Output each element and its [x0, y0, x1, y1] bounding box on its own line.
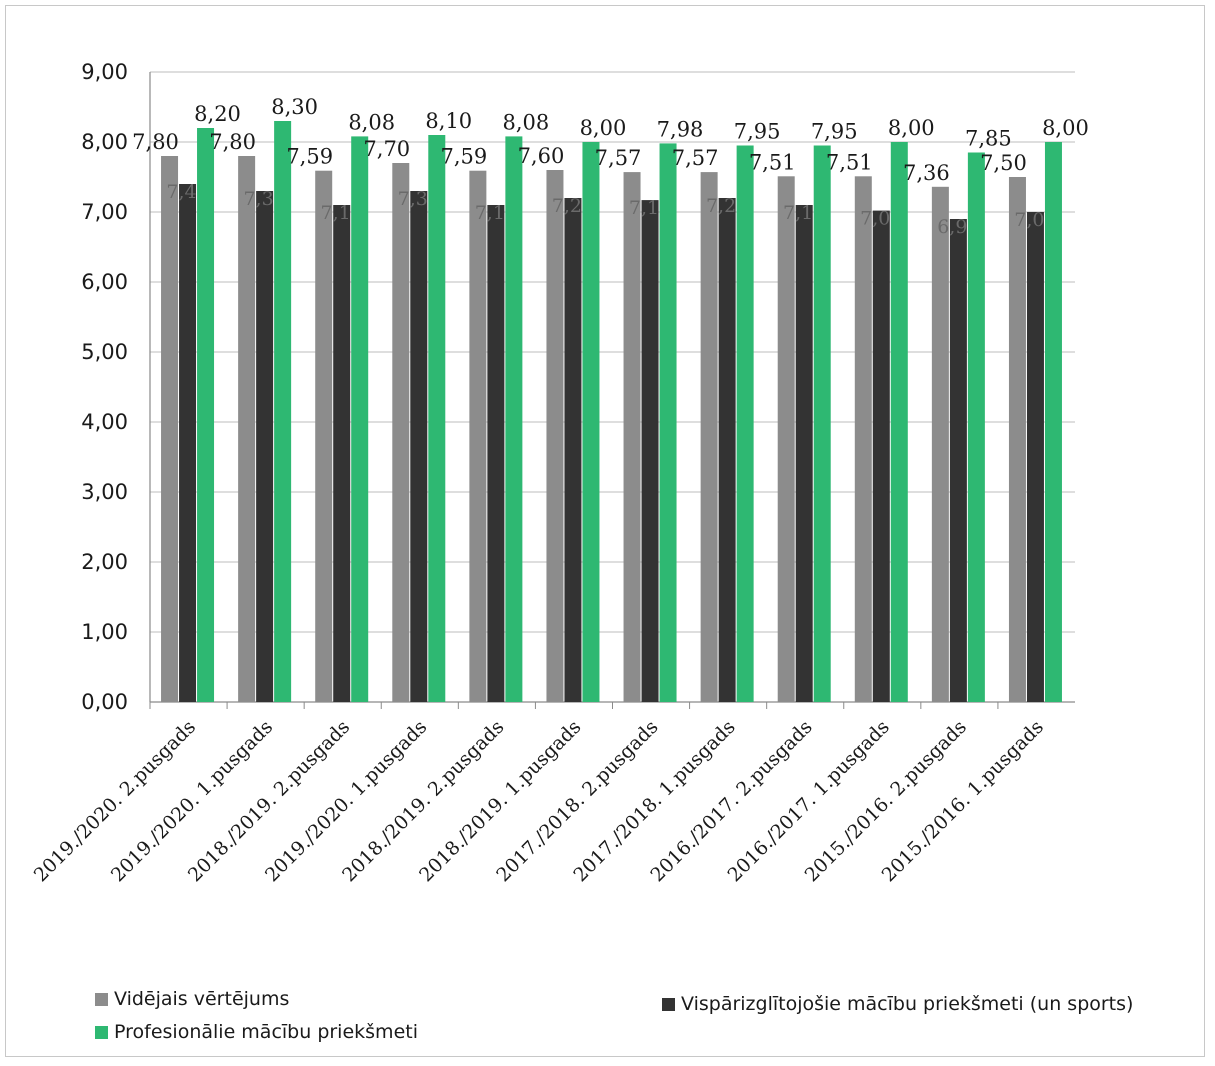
data-label: 8,00	[580, 116, 627, 140]
x-category-label: 2018./2019. 2.pusgads	[184, 716, 354, 886]
legend-swatch-general	[662, 997, 675, 1011]
x-category-label: 2019./2020. 1.pusgads	[261, 716, 431, 886]
bar-professional	[813, 145, 831, 702]
x-category-label: 2017./2018. 2.pusgads	[492, 716, 662, 886]
bar-general	[179, 184, 197, 702]
bar-general	[487, 205, 505, 702]
data-label: 7,36	[903, 161, 950, 185]
bar-general	[795, 205, 813, 702]
x-category-label: 2015./2016. 1.pusgads	[878, 716, 1048, 886]
x-category-label: 2015./2016. 2.pusgads	[801, 716, 971, 886]
data-label: 8,08	[502, 110, 549, 134]
data-label: 7,60	[518, 144, 565, 168]
y-tick-label: 7,00	[81, 200, 128, 224]
bar-average	[777, 176, 795, 703]
bar-professional	[505, 136, 523, 702]
bar-general	[256, 191, 274, 702]
y-tick-label: 1,00	[81, 620, 128, 644]
bar-average	[392, 163, 410, 702]
bar-professional	[890, 142, 908, 702]
x-category-label: 2019./2020. 1.pusgads	[107, 716, 277, 886]
bar-average	[854, 176, 872, 703]
bar-general	[410, 191, 428, 702]
data-label: 7,80	[132, 130, 179, 154]
data-label: 8,00	[1042, 116, 1089, 140]
y-tick-label: 8,00	[81, 130, 128, 154]
y-tick-label: 0,00	[81, 690, 128, 714]
data-label: 7,57	[672, 146, 719, 170]
x-category-label: 2016./2017. 2.pusgads	[646, 716, 816, 886]
bar-professional	[197, 128, 215, 702]
data-label: 7,50	[980, 151, 1027, 175]
bar-general	[564, 198, 582, 702]
data-label: 8,10	[425, 109, 472, 133]
data-label: 7,59	[286, 145, 333, 169]
data-label: 7,95	[811, 120, 858, 144]
bar-average	[700, 172, 718, 703]
legend-label-professional: Profesionālie mācību priekšmeti	[114, 1021, 418, 1043]
data-label: 7,57	[595, 146, 642, 170]
data-label: 8,30	[271, 95, 318, 119]
bar-professional	[736, 145, 754, 702]
data-label: 7,98	[657, 117, 704, 141]
y-tick-label: 9,00	[81, 60, 128, 84]
bar-professional	[428, 135, 446, 702]
data-label: 7,59	[440, 145, 487, 169]
x-category-label: 2016./2017. 1.pusgads	[723, 716, 893, 886]
y-tick-label: 3,00	[81, 480, 128, 504]
data-label: 7,95	[734, 120, 781, 144]
bar-average	[238, 156, 256, 702]
bar-average	[315, 170, 333, 702]
data-label: 8,00	[888, 116, 935, 140]
legend-item-general: Vispārizglītojošie mācību priekšmeti (un…	[662, 993, 1133, 1015]
y-tick-label: 6,00	[81, 270, 128, 294]
bar-professional	[582, 142, 600, 702]
bar-professional	[1044, 142, 1062, 702]
legend-item-professional: Profesionālie mācību priekšmeti	[95, 1021, 418, 1043]
bar-professional	[967, 152, 985, 702]
bar-professional	[659, 143, 677, 702]
legend-item-average: Vidējais vērtējums	[95, 988, 289, 1010]
x-category-label: 2019./2020. 2.pusgads	[30, 716, 200, 886]
bar-average	[1008, 177, 1026, 702]
legend-swatch-average	[95, 992, 108, 1006]
x-category-label: 2018./2019. 2.pusgads	[338, 716, 508, 886]
bar-professional	[351, 136, 369, 702]
bar-general	[718, 198, 736, 702]
bar-average	[161, 156, 179, 702]
bar-professional	[274, 121, 292, 702]
bar-general	[872, 210, 890, 702]
legend-label-average: Vidējais vērtējums	[114, 988, 290, 1010]
data-label: 7,70	[363, 137, 410, 161]
bar-general	[333, 205, 351, 702]
bar-average	[546, 170, 564, 702]
data-label: 7,51	[749, 150, 796, 174]
data-label: 7,80	[209, 130, 256, 154]
legend-swatch-professional	[95, 1025, 108, 1039]
x-category-label: 2018./2019. 1.pusgads	[415, 716, 585, 886]
data-label: 7,85	[965, 127, 1012, 151]
bar-average	[931, 186, 949, 703]
legend-label-general: Vispārizglītojošie mācību priekšmeti (un…	[681, 993, 1134, 1015]
y-tick-label: 4,00	[81, 410, 128, 434]
y-tick-label: 2,00	[81, 550, 128, 574]
bar-average	[469, 170, 487, 702]
bar-general	[641, 200, 659, 702]
data-label: 8,08	[348, 110, 395, 134]
bar-general	[1026, 212, 1044, 702]
data-label: 8,20	[194, 102, 241, 126]
bar-average	[623, 172, 641, 703]
x-category-label: 2017./2018. 1.pusgads	[569, 716, 739, 886]
data-label: 7,51	[826, 150, 873, 174]
y-tick-label: 5,00	[81, 340, 128, 364]
bar-general	[949, 219, 967, 702]
